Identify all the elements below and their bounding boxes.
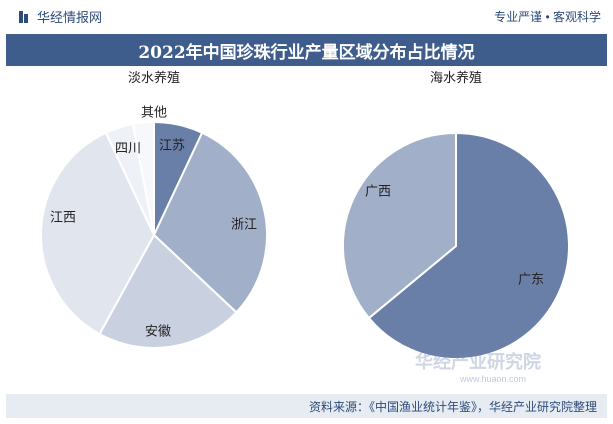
pie-slice-3 [40, 131, 156, 336]
watermark-url: www.huaon.com [459, 374, 526, 384]
brand-name: 华经情报网 [37, 10, 103, 25]
watermark: 华经产业研究院 [415, 351, 541, 372]
slogan: 专业严谨 • 客观科学 [494, 10, 601, 24]
brand-logo-icon [19, 10, 28, 23]
slice-label: 广东 [518, 271, 544, 286]
pie-slice-1 [342, 131, 457, 320]
pie-slice-2 [98, 233, 238, 349]
slice-label: 江苏 [159, 137, 185, 152]
footer-bar: 资料来源：《中国渔业统计年鉴》，华经产业研究院整理 [6, 394, 607, 418]
chart-title: 淡水养殖 [128, 70, 180, 85]
slice-label: 浙江 [231, 216, 257, 231]
pie-slice-5 [131, 120, 155, 236]
chart-title: 海水养殖 [430, 70, 482, 85]
top-bar: 华经情报网 专业严谨 • 客观科学 [0, 0, 613, 32]
pie-slice-1 [152, 131, 268, 314]
slice-label: 其他 [141, 104, 167, 119]
brand: 华经情报网 [18, 7, 102, 26]
slice-label: 安徽 [145, 323, 171, 338]
title-bar: 2022年中国珍珠行业产量区域分布占比情况 [6, 34, 607, 66]
slice-label: 四川 [115, 140, 141, 155]
page-title: 2022年中国珍珠行业产量区域分布占比情况 [138, 42, 475, 63]
pie-slice-0 [367, 131, 570, 360]
slice-label: 江西 [50, 209, 76, 224]
slice-label: 广西 [365, 183, 391, 198]
source-note: 资料来源：《中国渔业统计年鉴》，华经产业研究院整理 [308, 399, 597, 414]
